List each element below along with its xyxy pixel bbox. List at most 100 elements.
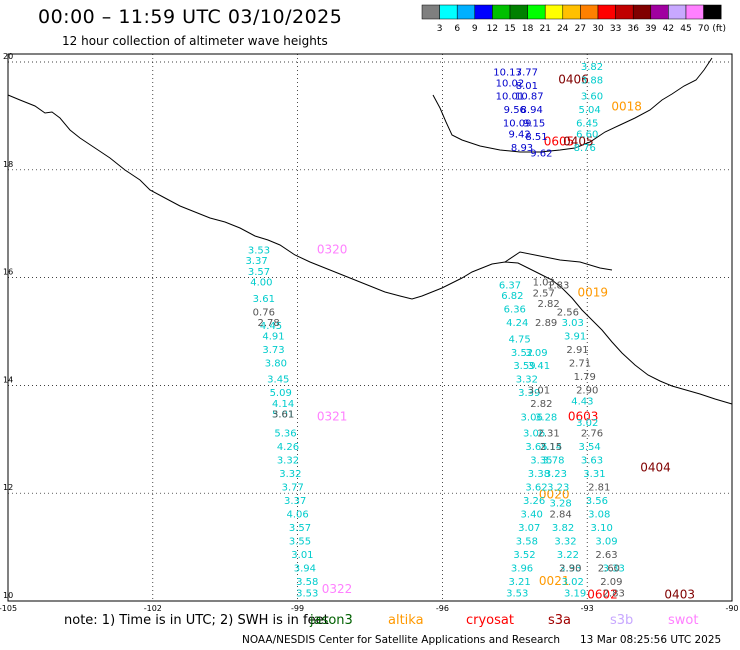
- wave-height-value: 3.91: [564, 332, 586, 343]
- wave-height-value: 3.31: [583, 469, 605, 480]
- colorbar-label: 27: [575, 24, 586, 34]
- colorbar-label: 36: [627, 24, 639, 34]
- wave-height-value: 3.32: [554, 536, 576, 547]
- wave-height-value: 10.13: [493, 67, 522, 78]
- wave-height-value: 3.41: [528, 361, 550, 372]
- pass-label: 0321: [317, 409, 348, 423]
- wave-height-value: 3.53: [506, 589, 528, 600]
- satellite-legend-swot: swot: [668, 613, 699, 628]
- observations: 3.533.373.574.003.614.454.913.733.803.45…: [245, 62, 624, 600]
- wave-height-value: 3.02: [562, 577, 584, 588]
- wave-height-value: 3.09: [525, 348, 547, 359]
- wave-height-value: 3.56: [586, 496, 608, 507]
- y-tick-label: 16: [3, 268, 13, 277]
- wave-height-value: 3.40: [521, 509, 543, 520]
- pass-label: 0406: [558, 73, 589, 87]
- y-tick-label: 10: [3, 591, 13, 600]
- wave-height-value: 3.01: [291, 550, 313, 561]
- x-tick-label: -96: [436, 604, 449, 613]
- wave-height-value: 3.63: [581, 456, 603, 467]
- wave-height-value: 2.90: [559, 563, 581, 574]
- x-tick-label: -99: [291, 604, 304, 613]
- wave-height-value: 3.57: [289, 523, 311, 534]
- wave-height-value: 3.52: [511, 348, 533, 359]
- wave-height-value: 3.33: [559, 563, 581, 574]
- wave-height-value: 3.32: [279, 469, 301, 480]
- satellite-legend-altika: altika: [388, 613, 424, 628]
- wave-height-value: 3.35: [530, 456, 552, 467]
- wave-height-value: 3.39: [518, 388, 540, 399]
- wave-height-value: 3.45: [267, 375, 289, 386]
- wave-height-value: 5.09: [270, 388, 292, 399]
- wave-height-value: 4.24: [506, 318, 528, 329]
- colorbar-label: 9: [472, 24, 478, 34]
- wave-height-value: 3.96: [511, 563, 533, 574]
- wave-height-value: 6.60: [576, 129, 598, 140]
- pass-label: 0018: [611, 100, 642, 114]
- wave-height-value: 3.01: [528, 385, 550, 396]
- footer-note: note: 1) Time is in UTC; 2) SWH is in fe…: [64, 613, 329, 628]
- wave-height-value: 2.56: [557, 307, 579, 318]
- wave-height-value: 3.10: [591, 523, 613, 534]
- colorbar-label: 70: [698, 24, 710, 34]
- wave-height-value: 6.37: [499, 280, 521, 291]
- gridlines: [7, 53, 733, 602]
- wave-height-value: 4.00: [250, 278, 272, 289]
- wave-height-value: 5.36: [274, 429, 296, 440]
- wave-height-value: 8.51: [525, 132, 547, 143]
- pass-label: 0602: [587, 587, 618, 601]
- coastline-yucatan: [504, 251, 613, 271]
- wave-height-value: 2.78: [258, 318, 280, 329]
- colorbar-label: 15: [504, 24, 515, 34]
- wave-height-value: 10.02: [496, 78, 525, 89]
- axis-tick-labels: -105 -102 -99 -96 -93 -90 10 12 14 16 18 20: [0, 52, 739, 613]
- wave-height-value: 3.37: [284, 496, 306, 507]
- wave-height-value: 8.93: [511, 143, 533, 154]
- wave-height-value: 2.82: [537, 299, 559, 310]
- pass-label: 0019: [578, 285, 609, 299]
- wave-height-value: 3.94: [294, 563, 316, 574]
- pass-label: 0603: [568, 409, 599, 423]
- wave-height-value: 3.88: [581, 76, 603, 87]
- footer-credit: NOAA/NESDIS Center for Satellite Applica…: [242, 634, 560, 646]
- wave-height-value: 3.73: [262, 345, 284, 356]
- wave-height-value: 1.79: [574, 372, 596, 383]
- wave-height-value: 3.37: [245, 256, 267, 267]
- wave-height-value: 3.02: [576, 418, 598, 429]
- satellite-legend-jason3: jason3: [310, 613, 353, 628]
- wave-height-value: 3.53: [248, 245, 270, 256]
- wave-height-value: 10.01: [496, 92, 525, 103]
- wave-height-value: 7.77: [516, 67, 538, 78]
- wave-height-value: 1.83: [547, 280, 569, 291]
- wave-height-value: 3.52: [513, 550, 535, 561]
- colorbar-label: 24: [557, 24, 569, 34]
- wave-height-value: 8.94: [521, 105, 543, 116]
- wave-height-value: 3.08: [588, 509, 610, 520]
- pass-label: 0020: [539, 488, 570, 502]
- wave-height-value: 2.76: [581, 429, 603, 440]
- satellite-legend-cryosat: cryosat: [466, 613, 514, 628]
- wave-height-value: 3.61: [272, 410, 294, 421]
- colorbar-label: 30: [592, 24, 604, 34]
- colorbar-unit: (ft): [712, 24, 726, 34]
- wave-height-value: 2.83: [603, 589, 625, 600]
- wave-height-value: 2.15: [540, 442, 562, 453]
- wave-height-value: 3.03: [562, 318, 584, 329]
- wave-height-value: 9.56: [504, 105, 526, 116]
- pass-label: 0320: [317, 242, 348, 256]
- y-tick-label: 12: [3, 483, 13, 492]
- x-tick-label: -90: [725, 604, 738, 613]
- wave-height-value: 3.07: [518, 523, 540, 534]
- wave-height-value: 3.60: [581, 92, 603, 103]
- wave-height-value: 2.89: [535, 318, 557, 329]
- colorbar-label: 39: [645, 24, 657, 34]
- x-tick-label: -102: [144, 604, 162, 613]
- wave-height-value: 5.04: [578, 105, 600, 116]
- wave-height-value: 4.91: [262, 332, 284, 343]
- map-frame: [7, 53, 733, 602]
- colorbar-label: 45: [680, 24, 691, 34]
- wave-height-value: 3.57: [248, 267, 270, 278]
- wave-height-value: 3.62: [525, 483, 547, 494]
- wave-height-value: 4.14: [272, 399, 294, 410]
- wave-height-value: 3.77: [282, 483, 304, 494]
